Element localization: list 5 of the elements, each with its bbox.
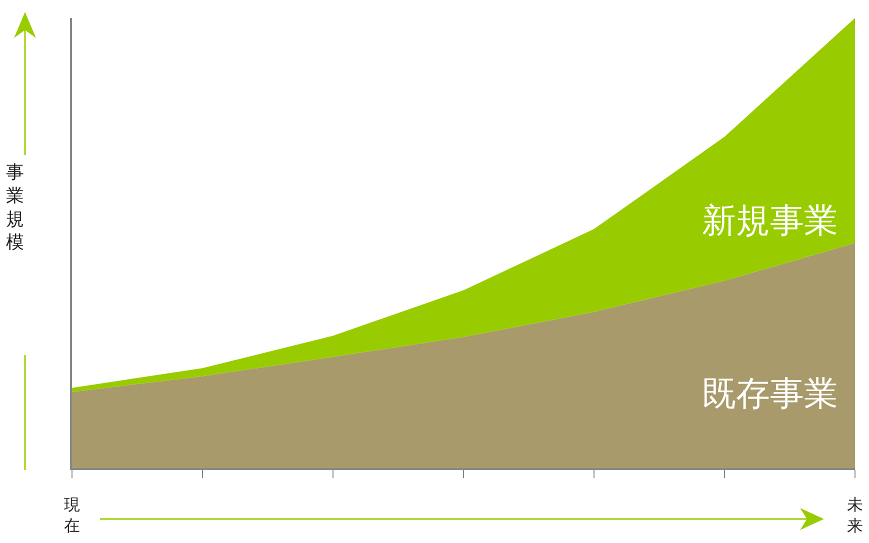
text: 未来: [847, 493, 863, 536]
series-label: 新規事業: [702, 201, 838, 241]
y-axis-title: 事業規模: [6, 160, 24, 254]
series-label: 既存事業: [702, 374, 838, 414]
text: 現在: [64, 493, 80, 536]
